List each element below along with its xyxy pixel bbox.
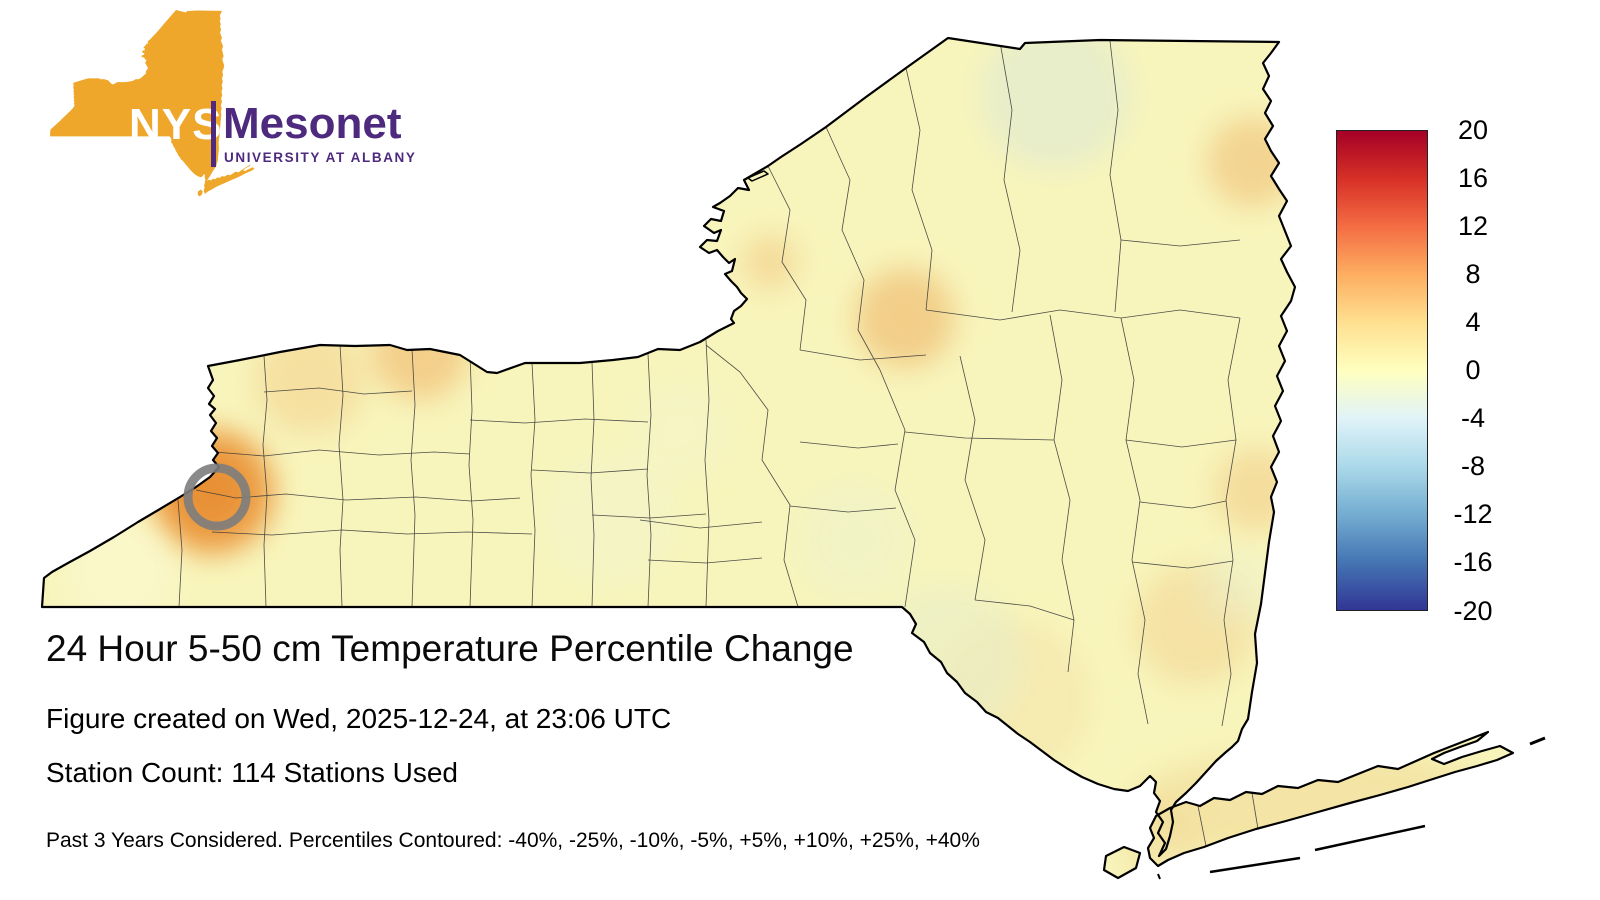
logo-divider-bar: [211, 101, 216, 167]
footer-note: Past 3 Years Considered. Percentiles Con…: [46, 829, 980, 852]
colorbar: [1336, 130, 1428, 611]
colorbar-label: -20: [1453, 596, 1493, 626]
colorbar-label: 16: [1457, 163, 1489, 193]
logo-nys-text: NYS: [129, 100, 223, 149]
colorbar-label: 20: [1457, 115, 1489, 145]
colorbar-label: 0: [1465, 355, 1481, 385]
station-count-line: Station Count: 114 Stations Used: [46, 757, 458, 788]
nys-mesonet-logo: NYS Mesonet UNIVERSITY AT ALBANY: [0, 0, 420, 210]
station-highlight-ring: [183, 463, 251, 531]
county-boundaries: [177, 40, 1259, 847]
barrier-islands: [1157, 736, 1546, 880]
colorbar-label: 8: [1465, 259, 1481, 289]
colorbar-label: 4: [1465, 307, 1481, 337]
colorbar-label: -8: [1460, 451, 1485, 481]
logo-mesonet-text: Mesonet: [223, 99, 402, 148]
logo-university-text: UNIVERSITY AT ALBANY: [224, 150, 417, 165]
colorbar-label: -12: [1453, 499, 1493, 529]
figure-created-line: Figure created on Wed, 2025-12-24, at 23…: [46, 703, 672, 734]
colorbar-label: -4: [1460, 403, 1485, 433]
colorbar-label: 12: [1457, 211, 1489, 241]
figure-title: 24 Hour 5-50 cm Temperature Percentile C…: [46, 628, 854, 669]
colorbar-label: -16: [1453, 547, 1493, 577]
